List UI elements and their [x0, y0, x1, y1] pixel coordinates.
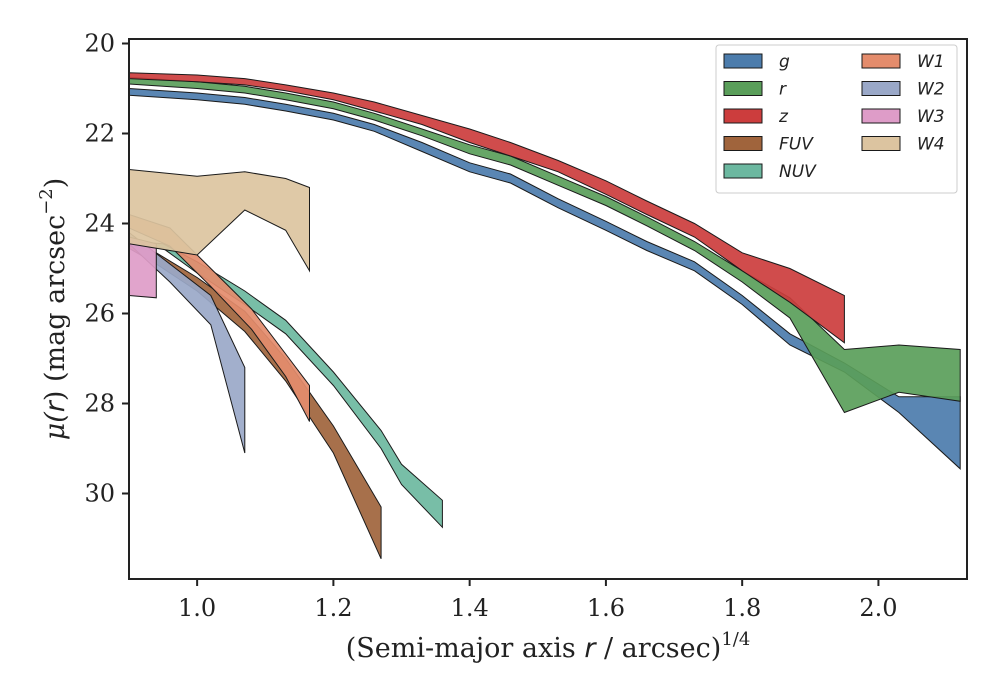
plot-frame — [128, 38, 968, 580]
y-tick-label: 20 — [84, 30, 115, 58]
legend-swatch — [861, 136, 901, 151]
x-tick-label: 1.0 — [178, 594, 216, 622]
y-tick-label: 30 — [84, 480, 115, 508]
legend-label: NUV — [779, 162, 817, 182]
legend-swatch — [723, 163, 763, 179]
legend-item-r: r — [723, 80, 787, 100]
profile-bands — [129, 72, 961, 560]
legend: grz FUV NUV W1 W2 W3 W4 — [715, 44, 958, 194]
x-tick-label: 1.8 — [723, 594, 761, 622]
legend-item-fuv: FUV — [723, 135, 814, 155]
legend-swatch — [723, 53, 763, 69]
x-tick-label: 1.2 — [314, 594, 352, 622]
legend-item-w3: W3 — [861, 107, 945, 127]
legend-item-w4: W4 — [861, 135, 945, 155]
y-tick-label: 24 — [84, 210, 115, 238]
legend-swatch — [723, 108, 763, 124]
x-axis-label: (Semi-major axis r / arcsec)1/4 — [346, 629, 751, 664]
x-axis: 1.0 1.2 1.4 1.6 1.8 2.0 — [178, 579, 898, 622]
legend-label: r — [779, 80, 787, 100]
legend-label: W3 — [917, 107, 945, 127]
band-g — [129, 87, 961, 470]
legend-swatch — [723, 81, 763, 96]
y-tick-label: 26 — [84, 300, 115, 328]
legend-swatch — [861, 81, 901, 96]
legend-item-nuv: NUV — [723, 162, 817, 182]
legend-label: z — [778, 107, 789, 127]
x-tick-label: 1.4 — [451, 594, 489, 622]
y-axis-label: μ(r) (mag arcsec−2) — [36, 178, 71, 441]
legend-swatch — [861, 53, 901, 69]
legend-label: W4 — [917, 135, 945, 155]
legend-swatch — [861, 108, 901, 124]
y-tick-label: 22 — [84, 120, 115, 148]
legend-item-w1: W1 — [861, 52, 945, 72]
legend-label: W2 — [917, 80, 945, 100]
legend-item-z: z — [723, 107, 789, 127]
legend-label: g — [779, 52, 790, 72]
y-axis: 20 22 24 26 28 30 — [84, 30, 129, 508]
band-r — [129, 76, 961, 414]
legend-label: FUV — [779, 135, 814, 155]
legend-label: W1 — [917, 52, 945, 72]
band-z — [129, 72, 845, 344]
band-fuv — [129, 243, 382, 560]
legend-item-g: g — [723, 52, 790, 72]
legend-swatch — [723, 136, 763, 151]
legend-item-w2: W2 — [861, 80, 945, 100]
y-tick-label: 28 — [84, 390, 115, 418]
x-tick-label: 2.0 — [859, 594, 897, 622]
band-w4 — [129, 168, 310, 273]
x-tick-label: 1.6 — [587, 594, 625, 622]
